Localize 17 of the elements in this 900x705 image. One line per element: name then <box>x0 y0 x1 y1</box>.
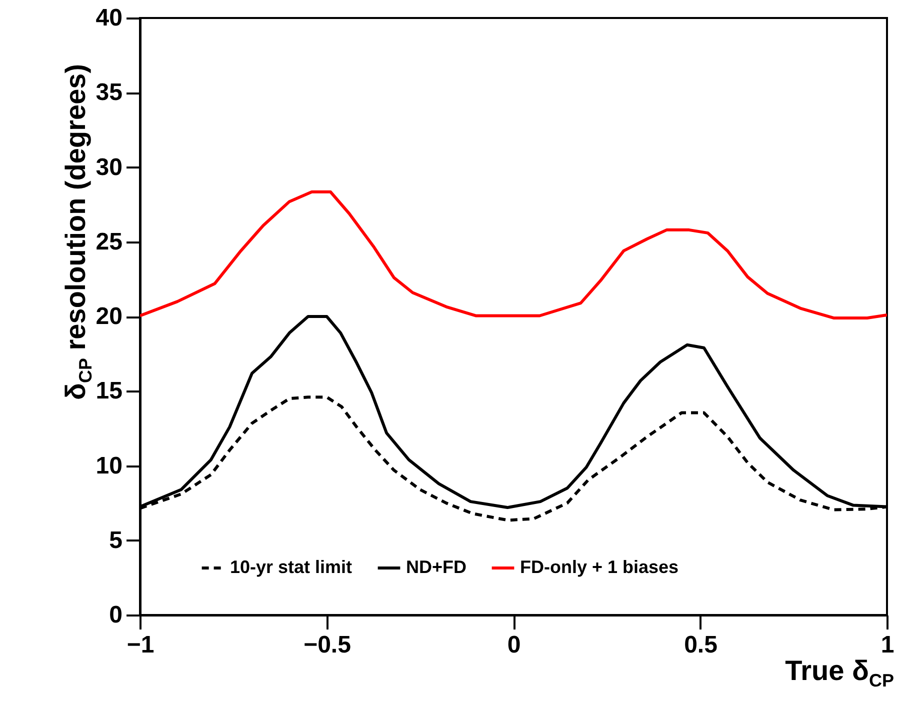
y-tick-label: 30 <box>96 154 122 181</box>
legend-label: 10-yr stat limit <box>230 557 352 577</box>
legend-label: ND+FD <box>406 557 467 577</box>
y-tick-label: 25 <box>96 228 122 256</box>
x-tick-label: 0 <box>507 632 521 658</box>
legend-label: FD-only + 1 biases <box>520 557 679 577</box>
y-tick-label: 40 <box>96 4 122 32</box>
y-tick-label: 15 <box>96 378 122 405</box>
y-tick-label: 20 <box>96 303 122 330</box>
y-tick-label: 0 <box>109 602 122 628</box>
y-tick-label: 10 <box>96 452 122 480</box>
y-tick-label: 35 <box>96 79 122 106</box>
y-tick-label: 5 <box>109 526 122 554</box>
line-series <box>140 190 887 320</box>
x-tick-label: 0.5 <box>684 632 718 658</box>
x-tick-label: −0.5 <box>304 632 351 658</box>
x-tick-label: −1 <box>126 632 154 658</box>
